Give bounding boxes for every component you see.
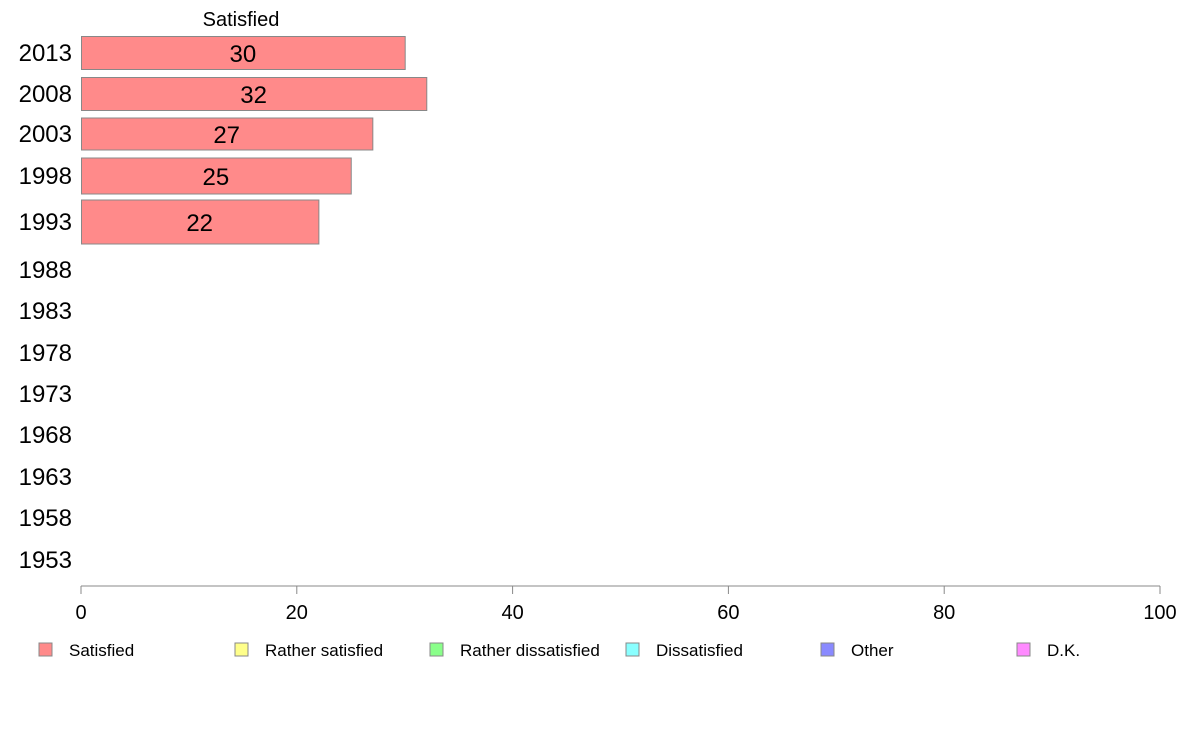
x-tick-label: 0 — [75, 602, 86, 624]
year-label: 2013 — [19, 40, 72, 67]
year-label: 1993 — [19, 209, 72, 236]
year-label: 1968 — [19, 422, 72, 449]
legend-label: Other — [851, 641, 894, 660]
x-tick-label: 20 — [286, 602, 308, 624]
legend-swatch — [1016, 642, 1031, 657]
bar — [81, 36, 406, 70]
legend: Satisfied Rather satisfied Rather dissatis… — [38, 641, 1080, 660]
legend-item: Rather dissatisfied — [429, 641, 600, 660]
year-label: 1953 — [19, 547, 72, 574]
series-header: Satisfied — [203, 9, 280, 31]
year-label: 1958 — [19, 505, 72, 532]
legend-swatch — [38, 642, 53, 657]
bar-value-label: 30 — [229, 41, 256, 68]
x-tick-label: 80 — [933, 602, 955, 624]
bar-value-label: 22 — [186, 210, 213, 237]
bars-group — [81, 36, 428, 245]
x-tick-label: 60 — [717, 602, 739, 624]
legend-item: Rather satisfied — [234, 641, 383, 660]
legend-swatch — [625, 642, 640, 657]
legend-item: D.K. — [1016, 641, 1080, 660]
legend-label: Rather satisfied — [265, 641, 383, 660]
legend-label: Dissatisfied — [656, 641, 743, 660]
x-tick-label: 100 — [1143, 602, 1176, 624]
year-labels-group: 2013 2008 2003 1998 1993 1988 1983 1978 1973 1968… — [19, 40, 72, 574]
legend-swatch — [820, 642, 835, 657]
legend-label: Rather dissatisfied — [460, 641, 600, 660]
legend-label: Satisfied — [69, 641, 134, 660]
bar-value-label: 27 — [213, 122, 240, 149]
year-label: 1973 — [19, 381, 72, 408]
bar-value-label: 32 — [240, 82, 267, 109]
year-label: 1963 — [19, 464, 72, 491]
x-ticks-group: 0 20 40 60 80 100 — [75, 586, 1177, 624]
bar — [81, 199, 320, 245]
legend-item: Dissatisfied — [625, 641, 743, 660]
bar — [81, 77, 428, 111]
bar — [81, 157, 352, 195]
x-tick-label: 40 — [501, 602, 523, 624]
bar — [81, 117, 374, 151]
year-label: 1983 — [19, 298, 72, 325]
bar-value-label: 25 — [203, 164, 230, 191]
year-label: 1978 — [19, 340, 72, 367]
year-label: 2003 — [19, 121, 72, 148]
year-label: 1988 — [19, 257, 72, 284]
legend-swatch — [234, 642, 249, 657]
legend-label: D.K. — [1047, 641, 1080, 660]
legend-item: Satisfied — [38, 641, 134, 660]
legend-item: Other — [820, 641, 894, 660]
legend-swatch — [429, 642, 444, 657]
year-label: 1998 — [19, 163, 72, 190]
year-label: 2008 — [19, 81, 72, 108]
